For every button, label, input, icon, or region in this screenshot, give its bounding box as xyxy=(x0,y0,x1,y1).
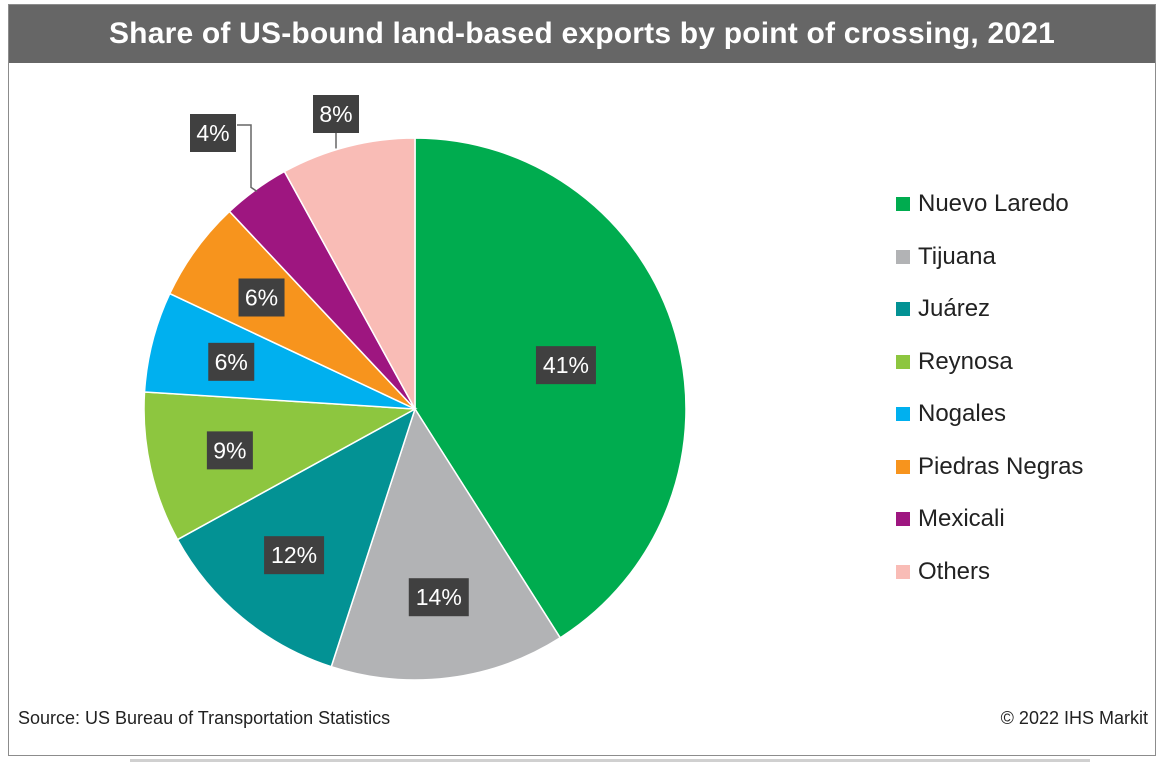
pie-slice-reynosa xyxy=(143,391,418,541)
data-label: 14% xyxy=(416,584,462,610)
legend-label: Mexicali xyxy=(918,505,1005,533)
data-label: 12% xyxy=(271,542,317,568)
legend-item: Tijuana xyxy=(896,231,1083,284)
data-label-box xyxy=(264,536,325,575)
pie-slice-nuevo-laredo xyxy=(414,137,687,639)
data-label-box xyxy=(208,342,255,381)
legend-item: Piedras Negras xyxy=(896,441,1083,494)
data-label-box xyxy=(190,114,236,152)
data-label: 4% xyxy=(196,120,229,146)
legend-item: Nogales xyxy=(896,388,1083,441)
source-note: Source: US Bureau of Transportation Stat… xyxy=(18,708,391,728)
legend-swatch xyxy=(896,512,910,527)
legend-swatch xyxy=(896,249,910,264)
chart-title: Share of US-bound land-based exports by … xyxy=(9,5,1155,63)
data-label-box xyxy=(535,346,596,385)
legend-item: Others xyxy=(896,546,1083,599)
data-label-box xyxy=(238,278,285,317)
legend-swatch xyxy=(896,459,910,474)
legend-swatch xyxy=(896,197,910,212)
legend-item: Mexicali xyxy=(896,493,1083,546)
data-label: 41% xyxy=(543,352,589,378)
legend-swatch xyxy=(896,354,910,369)
divider xyxy=(130,759,1090,762)
legend-swatch xyxy=(896,564,910,579)
legend-label: Nogales xyxy=(918,400,1007,428)
copyright-note: © 2022 IHS Markit xyxy=(1000,708,1148,728)
legend-label: Nuevo Laredo xyxy=(918,190,1069,218)
data-label-box xyxy=(408,578,469,617)
data-label: 9% xyxy=(213,437,246,463)
legend-label: Others xyxy=(918,557,991,585)
data-label-box xyxy=(313,95,359,133)
data-label: 6% xyxy=(215,349,248,375)
legend-swatch xyxy=(896,407,910,422)
data-label: 8% xyxy=(319,101,352,127)
legend-swatch xyxy=(896,302,910,317)
leader-line xyxy=(237,124,258,192)
legend: Nuevo Laredo Tijuana Juárez Reynosa Nogales P… xyxy=(896,178,1083,598)
pie-slice-tijuana xyxy=(330,407,562,681)
legend-label: Reynosa xyxy=(918,347,1013,375)
legend-label: Juárez xyxy=(918,295,991,323)
legend-item: Nuevo Laredo xyxy=(896,178,1083,231)
legend-label: Piedras Negras xyxy=(918,452,1084,480)
data-label-box xyxy=(206,431,253,470)
legend-label: Tijuana xyxy=(918,242,996,270)
legend-item: Reynosa xyxy=(896,336,1083,389)
legend-item: Juárez xyxy=(896,283,1083,336)
pie-slice-others xyxy=(283,137,416,410)
data-label: 6% xyxy=(245,284,278,310)
